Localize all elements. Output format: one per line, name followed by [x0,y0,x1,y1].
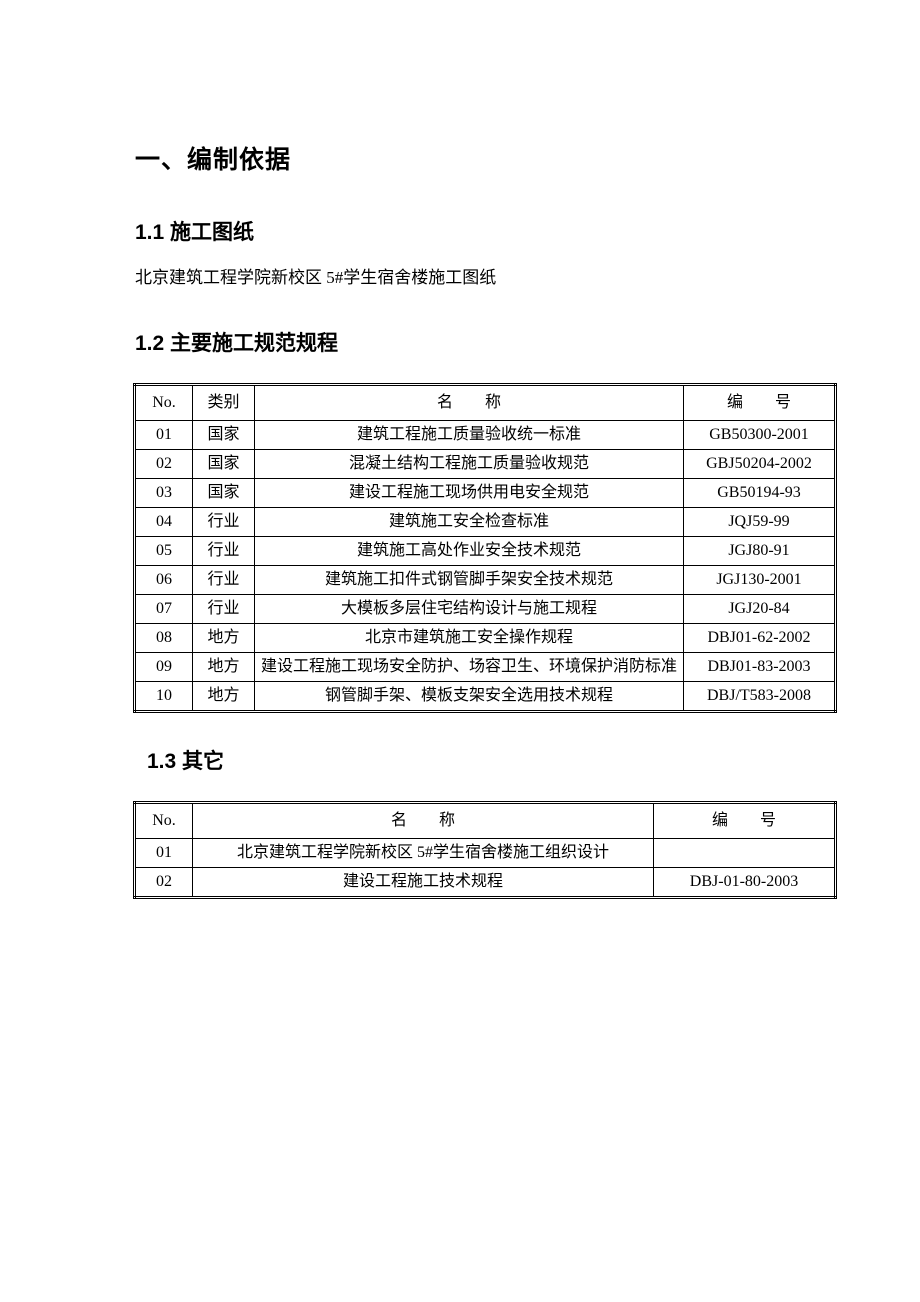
table-cell-name: 建设工程施工技术规程 [193,868,654,898]
table-header-row: No. 名 称 编 号 [135,803,836,839]
col-header-name: 名 称 [255,385,684,421]
table-cell-category: 地方 [193,624,255,653]
col-header-code: 编 号 [654,803,836,839]
table-cell-no: 03 [135,479,193,508]
table-cell-code: JGJ20-84 [684,595,836,624]
table-row: 03国家建设工程施工现场供用电安全规范GB50194-93 [135,479,836,508]
table-cell-category: 行业 [193,595,255,624]
table-standards: No. 类别 名 称 编 号 01国家建筑工程施工质量验收统一标准GB50300… [133,383,837,713]
table-cell-no: 01 [135,839,193,868]
heading-1: 一、编制依据 [135,140,820,176]
table-cell-name: 建筑施工高处作业安全技术规范 [255,537,684,566]
table-cell-name: 北京建筑工程学院新校区 5#学生宿舍楼施工组织设计 [193,839,654,868]
table-row: 06行业建筑施工扣件式钢管脚手架安全技术规范JGJ130-2001 [135,566,836,595]
table-cell-category: 国家 [193,479,255,508]
table-row: 07行业大模板多层住宅结构设计与施工规程JGJ20-84 [135,595,836,624]
table-header-row: No. 类别 名 称 编 号 [135,385,836,421]
table-cell-code: JGJ130-2001 [684,566,836,595]
table-row: 01国家建筑工程施工质量验收统一标准GB50300-2001 [135,421,836,450]
table-cell-name: 大模板多层住宅结构设计与施工规程 [255,595,684,624]
table-row: 02国家混凝土结构工程施工质量验收规范GBJ50204-2002 [135,450,836,479]
table-cell-code: DBJ/T583-2008 [684,682,836,712]
table-cell-category: 行业 [193,537,255,566]
table-row: 08地方北京市建筑施工安全操作规程DBJ01-62-2002 [135,624,836,653]
table-cell-category: 国家 [193,450,255,479]
table-cell-no: 08 [135,624,193,653]
table-cell-code: DBJ01-62-2002 [684,624,836,653]
table-cell-no: 04 [135,508,193,537]
table-cell-code: DBJ-01-80-2003 [654,868,836,898]
table-cell-name: 建筑工程施工质量验收统一标准 [255,421,684,450]
heading-1-3: 1.3 其它 [135,745,820,775]
col-header-code: 编 号 [684,385,836,421]
paragraph-1-1: 北京建筑工程学院新校区 5#学生宿舍楼施工图纸 [135,264,820,291]
table-cell-no: 02 [135,450,193,479]
table-cell-code: GBJ50204-2002 [684,450,836,479]
table-cell-no: 01 [135,421,193,450]
table-cell-name: 北京市建筑施工安全操作规程 [255,624,684,653]
table-cell-code: JGJ80-91 [684,537,836,566]
table-cell-name: 建设工程施工现场安全防护、场容卫生、环境保护消防标准 [255,653,684,682]
table-other: No. 名 称 编 号 01北京建筑工程学院新校区 5#学生宿舍楼施工组织设计0… [133,801,837,899]
col-header-name: 名 称 [193,803,654,839]
table-cell-category: 地方 [193,682,255,712]
table-cell-name: 钢管脚手架、模板支架安全选用技术规程 [255,682,684,712]
table-row: 10地方钢管脚手架、模板支架安全选用技术规程DBJ/T583-2008 [135,682,836,712]
table-cell-category: 行业 [193,566,255,595]
table-cell-name: 建设工程施工现场供用电安全规范 [255,479,684,508]
col-header-no: No. [135,385,193,421]
table-cell-no: 06 [135,566,193,595]
col-header-no: No. [135,803,193,839]
heading-1-1: 1.1 施工图纸 [135,216,820,246]
table-cell-no: 05 [135,537,193,566]
table-cell-no: 07 [135,595,193,624]
table-cell-no: 09 [135,653,193,682]
table-cell-code: GB50300-2001 [684,421,836,450]
table-cell-no: 10 [135,682,193,712]
table-row: 09地方建设工程施工现场安全防护、场容卫生、环境保护消防标准DBJ01-83-2… [135,653,836,682]
table-cell-code: DBJ01-83-2003 [684,653,836,682]
table-cell-no: 02 [135,868,193,898]
table-cell-name: 混凝土结构工程施工质量验收规范 [255,450,684,479]
table-cell-category: 国家 [193,421,255,450]
table-cell-code [654,839,836,868]
col-header-category: 类别 [193,385,255,421]
table-cell-name: 建筑施工安全检查标准 [255,508,684,537]
table-cell-category: 地方 [193,653,255,682]
table-cell-name: 建筑施工扣件式钢管脚手架安全技术规范 [255,566,684,595]
table-cell-category: 行业 [193,508,255,537]
table-cell-code: GB50194-93 [684,479,836,508]
table-row: 05行业建筑施工高处作业安全技术规范JGJ80-91 [135,537,836,566]
table-row: 04行业建筑施工安全检查标准JQJ59-99 [135,508,836,537]
table-cell-code: JQJ59-99 [684,508,836,537]
heading-1-2: 1.2 主要施工规范规程 [135,327,820,357]
table-row: 01北京建筑工程学院新校区 5#学生宿舍楼施工组织设计 [135,839,836,868]
table-row: 02建设工程施工技术规程DBJ-01-80-2003 [135,868,836,898]
